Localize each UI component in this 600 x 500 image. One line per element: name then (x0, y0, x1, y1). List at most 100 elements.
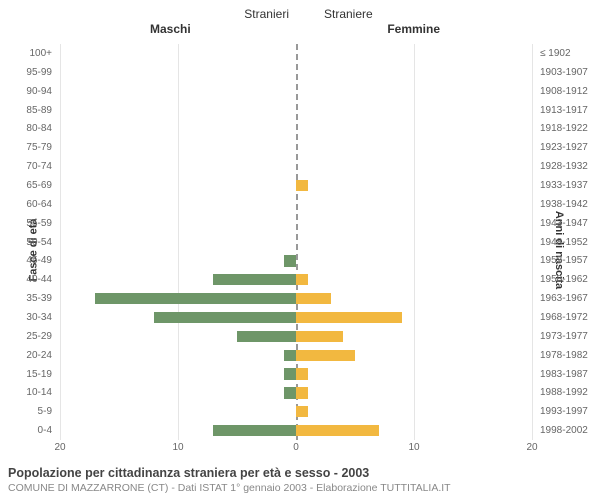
legend-swatch-female (307, 9, 318, 20)
birth-year-label: 1933-1937 (536, 176, 600, 195)
y-axis-right: ≤ 19021903-19071908-19121913-19171918-19… (536, 44, 600, 440)
birth-year-label: 1963-1967 (536, 289, 600, 308)
age-label: 75-79 (0, 138, 56, 157)
birth-year-label: 1968-1972 (536, 308, 600, 327)
age-label: 60-64 (0, 195, 56, 214)
bar-female (296, 331, 343, 342)
bar-male (154, 312, 296, 323)
bar-female (296, 312, 402, 323)
chart-title: Popolazione per cittadinanza straniera p… (8, 466, 592, 480)
birth-year-label: 1903-1907 (536, 63, 600, 82)
age-label: 80-84 (0, 119, 56, 138)
pyramid-row (60, 82, 532, 101)
pyramid-row (60, 270, 532, 289)
bar-male (284, 350, 296, 361)
population-pyramid-chart: Stranieri Straniere Maschi Femmine Fasce… (0, 0, 600, 500)
birth-year-label: 1993-1997 (536, 402, 600, 421)
age-label: 100+ (0, 44, 56, 63)
age-label: 55-59 (0, 214, 56, 233)
age-label: 20-24 (0, 346, 56, 365)
pyramid-row (60, 63, 532, 82)
pyramid-row (60, 119, 532, 138)
y-axis-left: 100+95-9990-9485-8980-8475-7970-7465-696… (0, 44, 56, 440)
bar-male (284, 255, 296, 266)
bar-female (296, 387, 308, 398)
pyramid-row (60, 195, 532, 214)
pyramid-row (60, 157, 532, 176)
age-label: 95-99 (0, 63, 56, 82)
birth-year-label: 1928-1932 (536, 157, 600, 176)
age-label: 35-39 (0, 289, 56, 308)
age-label: 25-29 (0, 327, 56, 346)
chart-footer: Popolazione per cittadinanza straniera p… (8, 466, 592, 494)
column-header-right: Femmine (387, 22, 440, 36)
plot-area (60, 44, 532, 440)
bar-male (237, 331, 296, 342)
bar-male (213, 425, 296, 436)
age-label: 15-19 (0, 365, 56, 384)
legend: Stranieri Straniere (0, 0, 600, 22)
age-label: 10-14 (0, 383, 56, 402)
column-headers: Maschi Femmine (0, 22, 600, 40)
birth-year-label: 1943-1947 (536, 214, 600, 233)
age-label: 50-54 (0, 233, 56, 252)
birth-year-label: 1953-1957 (536, 251, 600, 270)
pyramid-row (60, 214, 532, 233)
age-label: 30-34 (0, 308, 56, 327)
pyramid-row (60, 327, 532, 346)
pyramid-row (60, 101, 532, 120)
bar-female (296, 406, 308, 417)
pyramid-row (60, 365, 532, 384)
gridline (532, 44, 533, 440)
x-tick-label: 0 (293, 442, 299, 453)
bar-female (296, 180, 308, 191)
pyramid-row (60, 176, 532, 195)
pyramid-row (60, 138, 532, 157)
age-label: 40-44 (0, 270, 56, 289)
age-label: 90-94 (0, 82, 56, 101)
pyramid-row (60, 346, 532, 365)
pyramid-row (60, 308, 532, 327)
bar-male (213, 274, 296, 285)
pyramid-row (60, 233, 532, 252)
bar-female (296, 425, 379, 436)
birth-year-label: 1973-1977 (536, 327, 600, 346)
birth-year-label: 1913-1917 (536, 101, 600, 120)
birth-year-label: 1983-1987 (536, 365, 600, 384)
age-label: 70-74 (0, 157, 56, 176)
x-axis: 201001020 (60, 442, 532, 458)
bar-female (296, 368, 308, 379)
birth-year-label: 1918-1922 (536, 119, 600, 138)
age-label: 45-49 (0, 251, 56, 270)
birth-year-label: 1988-1992 (536, 383, 600, 402)
birth-year-label: 1978-1982 (536, 346, 600, 365)
birth-year-label: 1938-1942 (536, 195, 600, 214)
birth-year-label: 1908-1912 (536, 82, 600, 101)
bar-male (95, 293, 296, 304)
birth-year-label: 1998-2002 (536, 421, 600, 440)
bar-female (296, 274, 308, 285)
legend-item-female: Straniere (307, 6, 373, 22)
age-label: 85-89 (0, 101, 56, 120)
x-tick-label: 20 (54, 442, 65, 453)
pyramid-row (60, 402, 532, 421)
legend-label-male: Stranieri (244, 7, 289, 21)
age-label: 65-69 (0, 176, 56, 195)
birth-year-label: 1958-1962 (536, 270, 600, 289)
pyramid-row (60, 251, 532, 270)
bar-female (296, 350, 355, 361)
bar-male (284, 368, 296, 379)
column-header-left: Maschi (150, 22, 191, 36)
age-label: 5-9 (0, 402, 56, 421)
birth-year-label: 1948-1952 (536, 233, 600, 252)
chart-subtitle: COMUNE DI MAZZARRONE (CT) - Dati ISTAT 1… (8, 482, 592, 494)
x-tick-label: 20 (526, 442, 537, 453)
birth-year-label: 1923-1927 (536, 138, 600, 157)
legend-swatch-male (227, 9, 238, 20)
legend-label-female: Straniere (324, 7, 373, 21)
pyramid-row (60, 289, 532, 308)
bar-female (296, 293, 331, 304)
x-tick-label: 10 (172, 442, 183, 453)
pyramid-row (60, 383, 532, 402)
pyramid-row (60, 44, 532, 63)
